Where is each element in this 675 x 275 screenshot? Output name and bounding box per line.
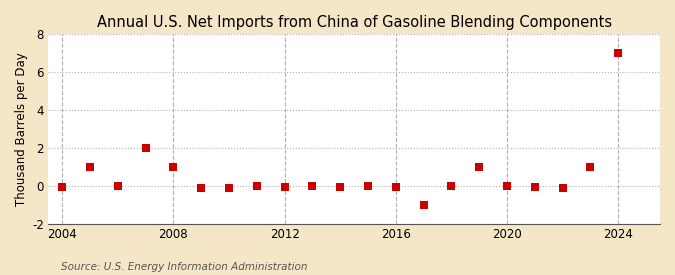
Point bbox=[307, 183, 318, 188]
Point bbox=[251, 183, 262, 188]
Point bbox=[335, 185, 346, 189]
Title: Annual U.S. Net Imports from China of Gasoline Blending Components: Annual U.S. Net Imports from China of Ga… bbox=[97, 15, 612, 30]
Point bbox=[558, 185, 568, 190]
Point bbox=[390, 185, 401, 189]
Point bbox=[279, 185, 290, 189]
Point bbox=[613, 51, 624, 55]
Point bbox=[112, 183, 123, 188]
Y-axis label: Thousand Barrels per Day: Thousand Barrels per Day bbox=[15, 52, 28, 206]
Point bbox=[362, 183, 373, 188]
Point bbox=[474, 164, 485, 169]
Point bbox=[57, 185, 68, 189]
Point bbox=[223, 185, 234, 190]
Text: Source: U.S. Energy Information Administration: Source: U.S. Energy Information Administ… bbox=[61, 262, 307, 272]
Point bbox=[502, 183, 512, 188]
Point bbox=[585, 164, 596, 169]
Point bbox=[529, 185, 540, 189]
Point bbox=[446, 183, 457, 188]
Point bbox=[196, 185, 207, 190]
Point bbox=[168, 164, 179, 169]
Point bbox=[418, 202, 429, 207]
Point bbox=[84, 164, 95, 169]
Point bbox=[140, 145, 151, 150]
